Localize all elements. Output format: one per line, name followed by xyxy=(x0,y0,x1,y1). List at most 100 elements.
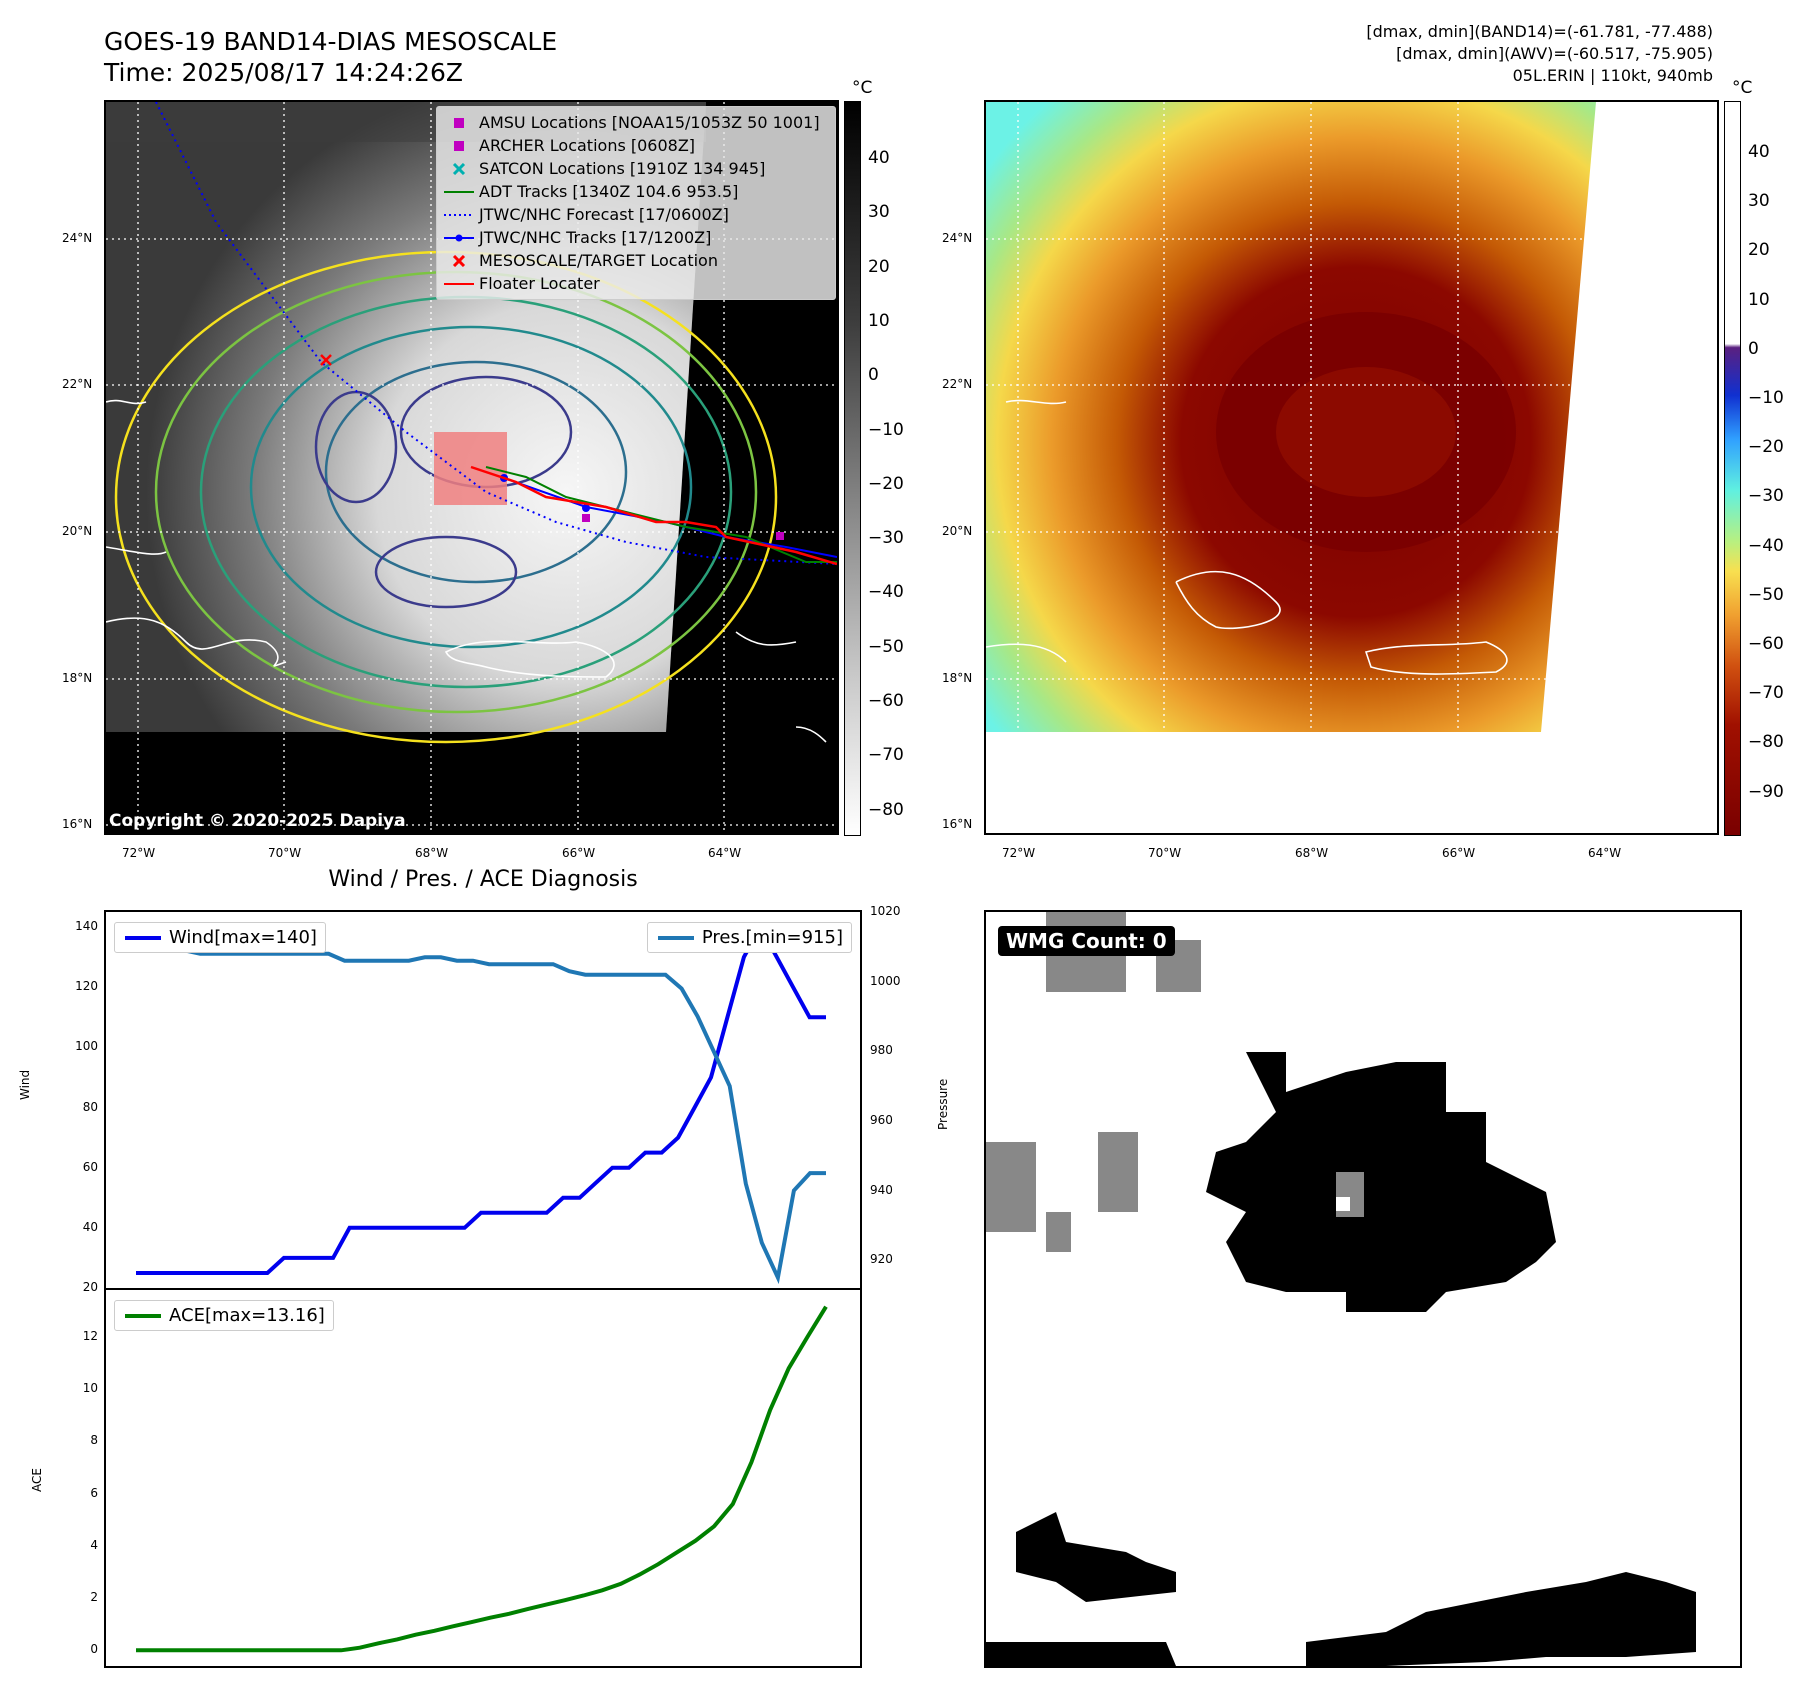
axis-tick-label: 10 xyxy=(82,1381,98,1396)
chart-time: Time: 2025/08/17 14:24:26Z xyxy=(104,58,463,87)
colorbar-tick-label: −20 xyxy=(1748,437,1784,458)
axis-tick-label: 140 xyxy=(75,919,98,934)
lat-label: 20°N xyxy=(942,524,973,538)
colorbar-tick-label: −90 xyxy=(1748,781,1784,802)
lon-label: 72°W xyxy=(1002,846,1036,860)
lat-label: 22°N xyxy=(942,377,973,391)
legend-entry: SATCON Locations [1910Z 134 945] xyxy=(439,157,833,180)
axis-tick-label: 980 xyxy=(870,1043,893,1058)
legend-label: JTWC/NHC Tracks [17/1200Z] xyxy=(479,228,712,247)
axis-tick-label: 20 xyxy=(82,1280,98,1294)
storm-info: 05L.ERIN | 110kt, 940mb xyxy=(1512,66,1713,85)
legend-label: SATCON Locations [1910Z 134 945] xyxy=(479,159,766,178)
axis-tick-label: 100 xyxy=(75,1039,98,1054)
colorbar-tick-label: 20 xyxy=(868,256,890,277)
colorbar-tick-label: −60 xyxy=(1748,634,1784,654)
axis-tick-label: 960 xyxy=(870,1112,893,1127)
line-legend-symbol-icon xyxy=(439,186,479,198)
axis-tick-label: 40 xyxy=(82,1219,98,1234)
axis-tick-label: 4 xyxy=(90,1537,98,1552)
series-line xyxy=(136,1305,828,1653)
ace-panel: ACE[max=13.16] xyxy=(104,1288,862,1668)
axis-tick-label: 940 xyxy=(870,1182,893,1197)
lat-label: 16°N xyxy=(942,817,973,831)
axis-tick-label: 1020 xyxy=(870,904,901,918)
legend-entry: ARCHER Locations [0608Z] xyxy=(439,134,833,157)
stats-awv: [dmax, dmin](AWV)=(-60.517, -75.905) xyxy=(1396,44,1713,63)
series-line xyxy=(136,922,826,1275)
legend-label: JTWC/NHC Forecast [17/0600Z] xyxy=(479,205,729,224)
legend-entry: AMSU Locations [NOAA15/1053Z 50 1001] xyxy=(439,111,833,134)
colorbar-tick-label: −40 xyxy=(1748,535,1784,556)
ir-map-panel: AMSU Locations [NOAA15/1053Z 50 1001] ARC… xyxy=(104,100,839,835)
axis-tick-label: 120 xyxy=(75,979,98,994)
wind-axis-label: Wind xyxy=(18,1069,32,1100)
map-legend: AMSU Locations [NOAA15/1053Z 50 1001] ARC… xyxy=(436,106,836,300)
awv-map-panel xyxy=(984,100,1719,835)
lat-label: 24°N xyxy=(942,231,973,245)
line-legend-symbol-icon xyxy=(439,278,479,290)
x-legend-symbol-icon xyxy=(439,162,479,175)
colorbar-tick-label: 30 xyxy=(1748,191,1770,212)
axis-tick-label: 2 xyxy=(90,1590,98,1605)
colorbar-tick-label: −70 xyxy=(1748,683,1784,704)
lon-label: 70°W xyxy=(268,846,302,860)
wmg-panel: WMG Count: 0 xyxy=(984,910,1742,1668)
colorbar-tick-label: −80 xyxy=(868,799,904,820)
colorbar-unit: °C xyxy=(1732,78,1753,98)
colorbar-tick-label: 0 xyxy=(868,365,879,386)
colorbar-tick-label: −20 xyxy=(868,473,904,494)
colorbar-tick-label: −80 xyxy=(1748,732,1784,753)
axis-tick-label: 6 xyxy=(90,1485,98,1500)
chart-title: GOES-19 BAND14-DIAS MESOSCALE xyxy=(104,27,558,56)
ace-plot xyxy=(136,1305,828,1653)
colorbar-tick-label: 30 xyxy=(868,202,890,223)
legend-label: AMSU Locations [NOAA15/1053Z 50 1001] xyxy=(479,113,820,132)
pressure-legend: Pres.[min=915] xyxy=(646,922,852,953)
colorbar-tick-label: −10 xyxy=(1748,388,1784,408)
lat-label: 18°N xyxy=(62,671,93,685)
awv-colorbar xyxy=(1724,101,1741,836)
diagnosis-title: Wind / Pres. / ACE Diagnosis xyxy=(328,867,638,892)
lon-label: 72°W xyxy=(122,846,156,860)
wind-legend: Wind[max=140] xyxy=(114,922,326,953)
colorbar-tick-label: 40 xyxy=(868,148,890,168)
axis-tick-label: 60 xyxy=(82,1159,98,1174)
copyright-text: Copyright © 2020-2025 Dapiya xyxy=(109,811,406,831)
legend-label: ADT Tracks [1340Z 104.6 953.5] xyxy=(479,182,739,201)
dotted-legend-symbol-icon xyxy=(439,209,479,221)
wmg-image xyxy=(986,912,1696,1666)
lon-label: 64°W xyxy=(1588,846,1622,860)
legend-entry: Floater Locater xyxy=(439,272,833,295)
colorbar-tick-label: 10 xyxy=(1748,289,1770,310)
legend-entry: JTWC/NHC Tracks [17/1200Z] xyxy=(439,226,833,249)
lat-label: 22°N xyxy=(62,377,93,391)
lon-label: 70°W xyxy=(1148,846,1182,860)
axis-tick-label: 920 xyxy=(870,1252,893,1267)
lat-label: 24°N xyxy=(62,231,93,245)
legend-entry: MESOSCALE/TARGET Location xyxy=(439,249,833,272)
colorbar-tick-label: −50 xyxy=(868,636,904,657)
wmg-count-badge: WMG Count: 0 xyxy=(998,926,1175,956)
colorbar-tick-label: −70 xyxy=(868,745,904,766)
lat-label: 20°N xyxy=(62,524,93,538)
lon-label: 68°W xyxy=(415,846,449,860)
awv-map-image xyxy=(986,102,1717,833)
colorbar-tick-label: −30 xyxy=(1748,486,1784,507)
x-legend-symbol-icon xyxy=(439,254,479,267)
legend-entry: JTWC/NHC Forecast [17/0600Z] xyxy=(439,203,833,226)
wind-pressure-panel: Wind[max=140] Pres.[min=915] xyxy=(104,910,862,1290)
stats-band14: [dmax, dmin](BAND14)=(-61.781, -77.488) xyxy=(1366,22,1713,41)
colorbar-tick-label: 0 xyxy=(1748,338,1759,359)
lon-label: 66°W xyxy=(562,846,596,860)
lon-label: 64°W xyxy=(708,846,742,860)
axis-tick-label: 12 xyxy=(82,1329,98,1343)
colorbar-tick-label: −60 xyxy=(868,691,904,711)
ace-axis-label: ACE xyxy=(30,1468,44,1492)
colorbar-tick-label: 40 xyxy=(1748,142,1770,162)
colorbar-tick-label: −40 xyxy=(868,582,904,603)
colorbar-tick-label: −50 xyxy=(1748,584,1784,605)
ace-legend: ACE[max=13.16] xyxy=(114,1300,334,1331)
line-dot-legend-symbol-icon xyxy=(439,232,479,244)
colorbar-tick-label: −10 xyxy=(868,419,904,440)
